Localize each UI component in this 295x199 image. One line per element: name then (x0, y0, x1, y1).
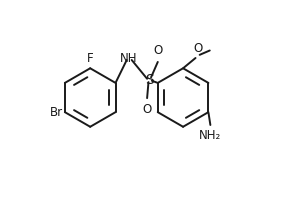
Text: F: F (87, 52, 94, 65)
Text: NH₂: NH₂ (199, 129, 222, 142)
Text: Br: Br (50, 106, 63, 119)
Text: NH: NH (120, 53, 137, 65)
Text: O: O (142, 103, 151, 116)
Text: S: S (145, 73, 154, 87)
Text: O: O (193, 42, 202, 56)
Text: O: O (154, 44, 163, 57)
